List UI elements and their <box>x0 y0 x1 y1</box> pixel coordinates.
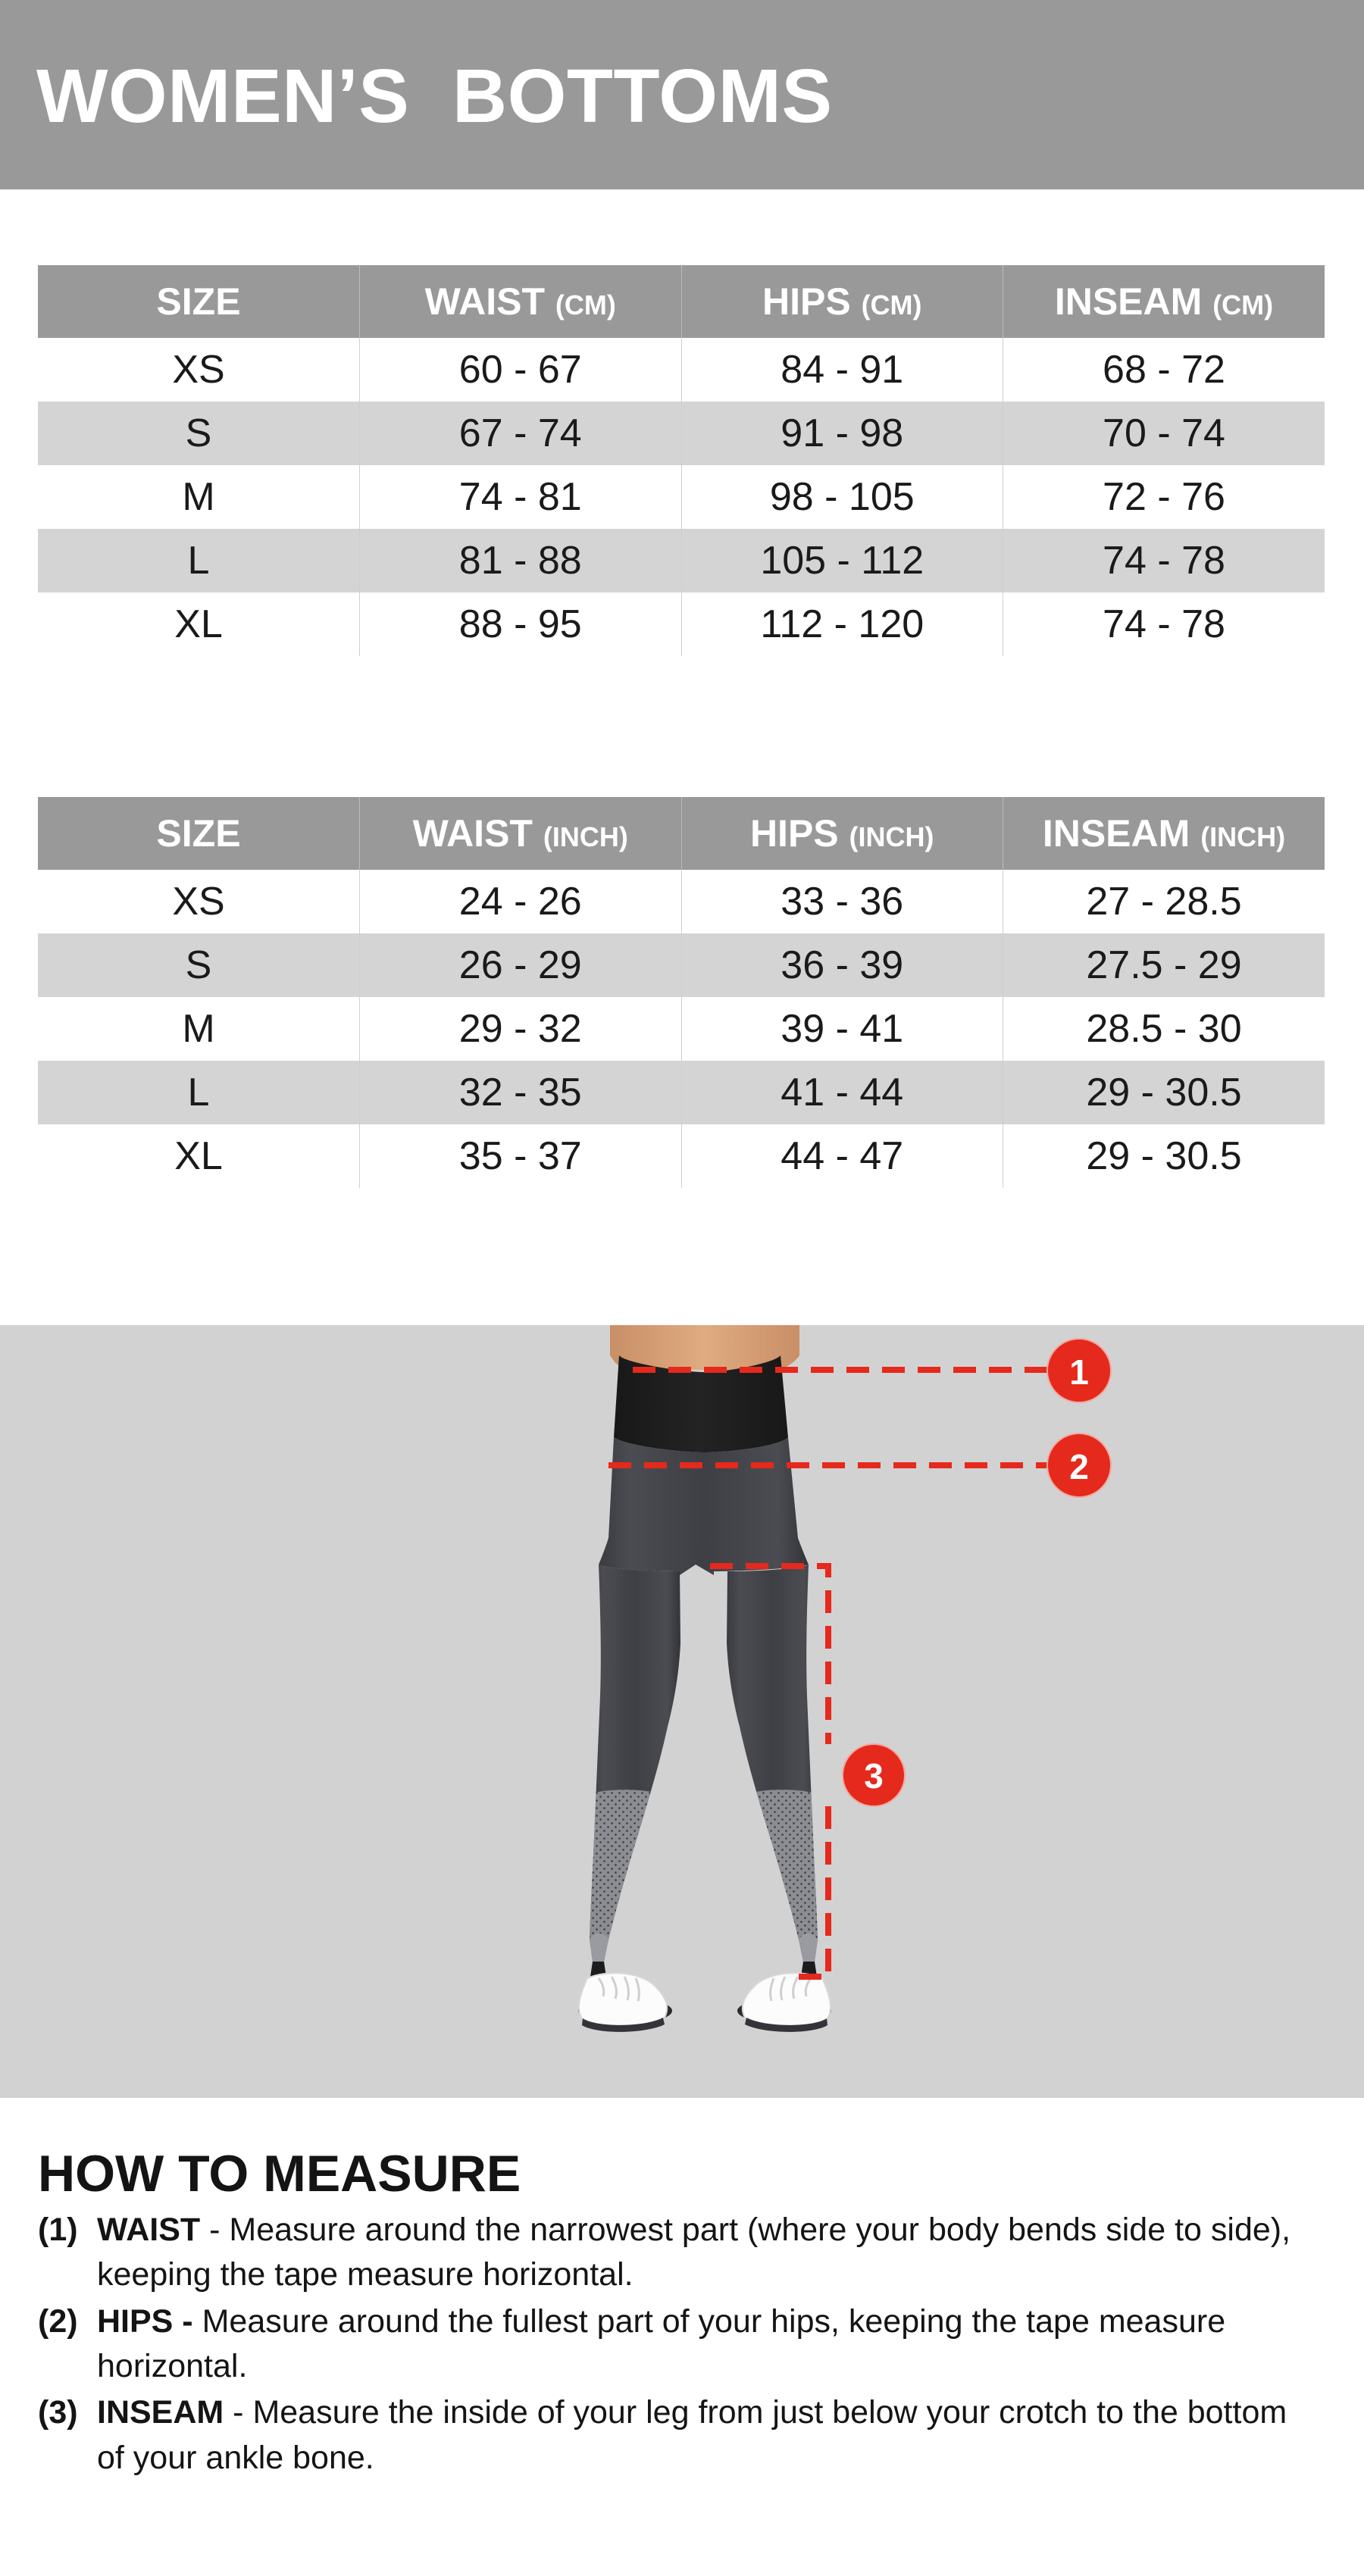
svg-text:3: 3 <box>864 1756 884 1796</box>
svg-text:2: 2 <box>1069 1447 1089 1487</box>
svg-text:1: 1 <box>1069 1352 1089 1392</box>
